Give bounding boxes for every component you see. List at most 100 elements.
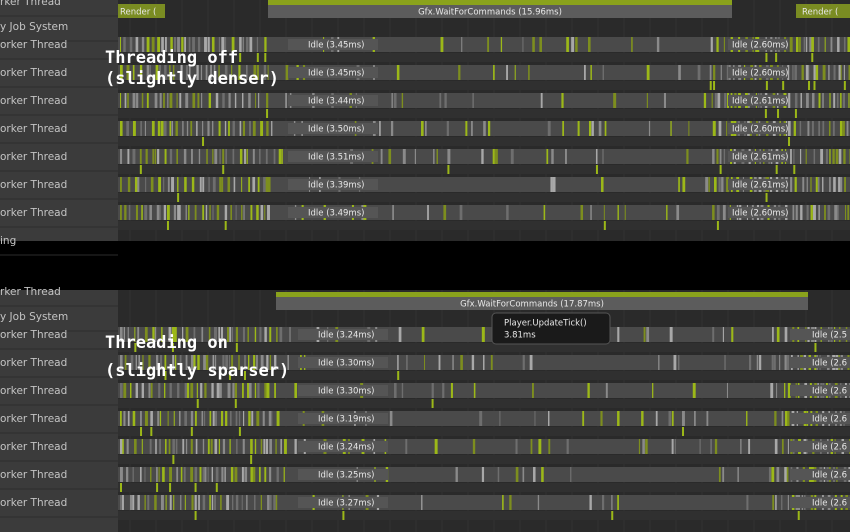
activity (120, 495, 123, 510)
activity (163, 121, 167, 136)
side-bar (796, 4, 850, 18)
activity (481, 149, 484, 164)
activity (190, 467, 194, 482)
activity (235, 205, 237, 220)
activity (652, 383, 654, 398)
activity (235, 411, 238, 426)
activity (811, 53, 814, 62)
activity (238, 411, 241, 426)
activity (242, 37, 244, 52)
activity (790, 149, 792, 164)
activity (227, 177, 231, 192)
activity (176, 93, 178, 108)
activity (719, 149, 722, 164)
activity (134, 327, 136, 342)
activity (212, 205, 214, 220)
activity (196, 399, 199, 408)
row-sub (118, 455, 850, 464)
activity (208, 177, 210, 192)
activity (775, 53, 778, 62)
activity (216, 383, 220, 398)
activity (842, 121, 845, 136)
activity (712, 149, 715, 164)
activity (269, 355, 272, 370)
activity (189, 65, 191, 80)
activity (145, 177, 147, 192)
activity (242, 439, 245, 454)
activity (254, 439, 257, 454)
activity (222, 355, 225, 370)
tooltip-title: Player.UpdateTick() (504, 319, 587, 329)
activity (611, 495, 613, 510)
activity (142, 355, 144, 370)
activity (194, 411, 197, 426)
activity (674, 439, 676, 454)
activity (774, 439, 778, 454)
activity (231, 355, 234, 370)
activity (737, 467, 739, 482)
activity (144, 495, 146, 510)
activity (682, 411, 685, 426)
row-sub (118, 511, 850, 520)
activity (603, 205, 605, 220)
activity (822, 121, 825, 136)
activity (252, 177, 256, 192)
row-sub (118, 427, 850, 436)
activity (158, 467, 160, 482)
activity (225, 355, 229, 370)
activity (765, 193, 768, 202)
idle-bar (298, 413, 388, 424)
activity (218, 37, 221, 52)
activity (447, 165, 450, 174)
activity (617, 327, 620, 342)
activity (157, 411, 160, 426)
activity (712, 205, 715, 220)
activity (522, 467, 525, 482)
activity (786, 355, 790, 370)
activity (207, 37, 210, 52)
row-sub (118, 137, 850, 146)
activity (562, 121, 565, 136)
activity (788, 137, 791, 146)
activity (787, 65, 790, 80)
activity (179, 411, 181, 426)
activity (605, 383, 608, 398)
idle-bar (288, 151, 378, 162)
idle-bar (298, 469, 388, 480)
activity (624, 205, 626, 220)
activity (748, 439, 751, 454)
idle-label: Idle (3.49ms) (308, 209, 364, 219)
activity (241, 467, 244, 482)
sidebar-label: orker Thread (0, 413, 67, 425)
activity (207, 467, 209, 482)
activity (248, 177, 251, 192)
activity (682, 177, 686, 192)
activity (829, 149, 831, 164)
activity (847, 37, 850, 52)
activity (809, 37, 812, 52)
activity (198, 495, 200, 510)
activity (209, 411, 212, 426)
panel: rker Thread y Job System orker Thread orker… (0, 286, 850, 532)
activity (132, 65, 135, 80)
activity (171, 177, 174, 192)
activity (727, 93, 729, 108)
activity (552, 177, 556, 192)
activity (805, 65, 809, 80)
activity (227, 327, 229, 342)
activity (210, 439, 213, 454)
activity (250, 455, 253, 464)
activity (151, 37, 155, 52)
activity (266, 121, 269, 136)
activity (590, 65, 592, 80)
activity (718, 177, 721, 192)
activity (718, 467, 721, 482)
activity (796, 37, 799, 52)
activity (184, 177, 187, 192)
activity (515, 467, 519, 482)
activity (740, 439, 742, 454)
activity (838, 149, 842, 164)
activity (510, 149, 514, 164)
activity (840, 65, 842, 80)
activity (772, 327, 774, 342)
